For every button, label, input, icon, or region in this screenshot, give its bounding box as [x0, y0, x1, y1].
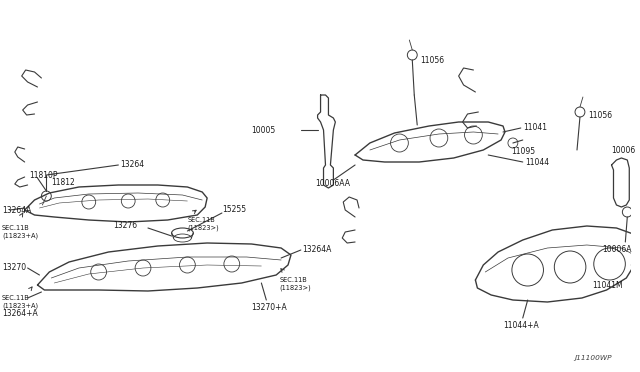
Text: (11823+A): (11823+A)	[2, 303, 38, 309]
Text: 11044+A: 11044+A	[503, 321, 539, 330]
Text: 13264A: 13264A	[302, 244, 331, 253]
Text: 11812: 11812	[51, 177, 75, 186]
Text: 13264A: 13264A	[2, 205, 31, 215]
Text: (11823+A): (11823+A)	[2, 233, 38, 239]
Text: 15255: 15255	[222, 205, 246, 214]
Text: 11041: 11041	[523, 122, 547, 131]
Text: 10006: 10006	[612, 145, 636, 154]
Text: 10006A: 10006A	[603, 246, 632, 254]
Text: 11056: 11056	[420, 55, 444, 64]
Text: SEC.11B: SEC.11B	[279, 277, 307, 283]
Text: 10005: 10005	[252, 125, 276, 135]
Text: 11041M: 11041M	[592, 280, 623, 289]
Text: (11823>): (11823>)	[188, 225, 219, 231]
Text: 13264+A: 13264+A	[2, 310, 38, 318]
Text: J11100WP: J11100WP	[574, 355, 612, 361]
Text: 13276: 13276	[113, 221, 138, 230]
Text: 11810P: 11810P	[29, 170, 58, 180]
Text: 13270: 13270	[2, 263, 26, 273]
Text: 11056: 11056	[588, 110, 612, 119]
Text: SEC.11B: SEC.11B	[2, 225, 29, 231]
Text: 11044: 11044	[525, 157, 549, 167]
Text: 11095: 11095	[511, 147, 535, 155]
Text: 13264: 13264	[120, 160, 145, 169]
Text: 10006AA: 10006AA	[316, 179, 351, 187]
Text: SEC.11B: SEC.11B	[2, 295, 29, 301]
Text: SEC.11B: SEC.11B	[188, 217, 215, 223]
Text: (11823>): (11823>)	[279, 285, 311, 291]
Text: 13270+A: 13270+A	[252, 304, 287, 312]
